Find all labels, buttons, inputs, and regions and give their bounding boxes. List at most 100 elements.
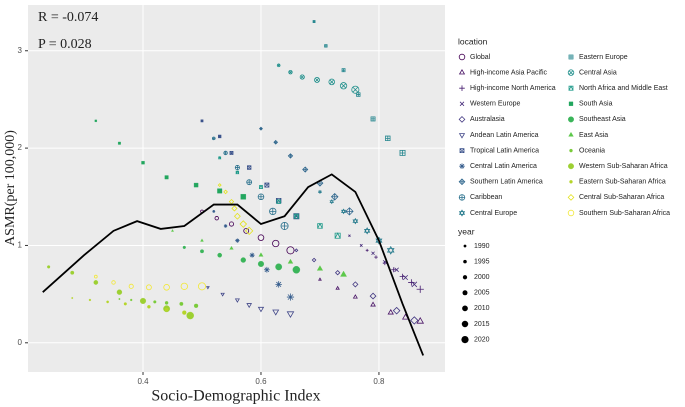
data-point: [93, 280, 99, 285]
data-point: [164, 175, 169, 180]
data-point: [218, 155, 222, 160]
data-point: [130, 298, 133, 302]
data-point: [234, 298, 240, 303]
data-point: [229, 245, 234, 250]
data-point: [348, 234, 351, 237]
data-point: [220, 292, 225, 297]
data-point: [387, 308, 394, 315]
legend-label: Western Europe: [470, 101, 521, 108]
data-point: [118, 141, 121, 145]
data-point: [106, 300, 109, 304]
legend-label: Australasia: [470, 116, 505, 123]
legend-label: Central Sub-Saharan Africa: [579, 194, 664, 201]
data-point: [123, 302, 127, 306]
legend-symbol: [568, 163, 574, 170]
size-legend-symbol: [462, 290, 468, 296]
legend-label: Southern Latin America: [470, 179, 543, 186]
data-point: [116, 289, 123, 295]
data-point: [275, 281, 282, 288]
legend-label: Central Asia: [579, 69, 617, 76]
data-point: [257, 260, 264, 267]
legend-label: Caribbean: [470, 194, 502, 201]
legend-symbol: [459, 101, 465, 107]
data-point: [235, 238, 240, 243]
data-point: [316, 265, 324, 271]
data-point: [312, 20, 316, 23]
data-point: [118, 298, 121, 300]
data-point: [182, 310, 187, 315]
data-point: [229, 151, 234, 155]
data-point: [329, 199, 334, 205]
data-point: [258, 252, 264, 257]
data-point: [249, 252, 255, 258]
data-point: [287, 153, 294, 159]
data-point: [318, 277, 322, 281]
legend-symbol: [459, 85, 465, 91]
size-legend-symbol: [461, 335, 469, 344]
y-axis-label: ASMR(per 100,000): [3, 130, 18, 246]
data-point: [386, 245, 395, 255]
data-point: [200, 249, 204, 254]
data-point: [47, 265, 51, 269]
data-point: [402, 274, 409, 281]
data-point: [264, 266, 270, 273]
data-point: [240, 257, 246, 263]
size-legend-symbol: [462, 275, 468, 280]
size-legend-label: 2010: [474, 305, 490, 312]
legend-label: Southeast Asia: [579, 116, 626, 123]
legend-label: Andean Latin America: [470, 132, 539, 139]
data-point: [264, 182, 270, 188]
legend-symbol: [458, 133, 466, 139]
data-point: [286, 311, 295, 318]
legend-label: Global: [470, 54, 491, 61]
data-point: [246, 179, 253, 186]
data-point: [410, 316, 419, 325]
data-point: [182, 245, 186, 249]
data-point: [272, 239, 280, 248]
data-point: [193, 182, 199, 188]
data-point: [335, 285, 340, 290]
data-point: [180, 282, 188, 290]
data-point: [339, 82, 348, 90]
data-point: [292, 266, 301, 274]
legend-symbol: [569, 148, 573, 153]
data-point: [356, 92, 361, 97]
data-point: [269, 207, 277, 215]
data-point: [392, 306, 401, 315]
data-point: [218, 134, 222, 139]
size-legend-label: 2000: [474, 274, 490, 281]
data-point: [408, 279, 415, 286]
data-point: [186, 311, 194, 320]
x-tick-label: 0.8: [373, 377, 385, 386]
data-point: [153, 300, 157, 304]
data-point: [223, 189, 228, 195]
size-legend-label: 2005: [474, 290, 490, 297]
data-point: [363, 227, 371, 235]
data-point: [371, 251, 375, 256]
data-point: [391, 267, 397, 273]
legend-label: High-income Asia Pacific: [470, 69, 548, 76]
legend-symbol: [458, 53, 466, 61]
data-point: [147, 305, 151, 309]
data-point: [280, 221, 289, 230]
legend-title: location: [458, 36, 488, 46]
data-point: [94, 274, 98, 279]
data-point: [273, 139, 279, 145]
data-point: [247, 165, 252, 170]
data-point: [314, 77, 320, 83]
legend-label: High-income North America: [470, 85, 556, 92]
data-point: [217, 252, 222, 258]
data-point: [223, 150, 228, 156]
legend-symbol: [459, 163, 465, 169]
size-legend-symbol: [462, 305, 468, 312]
legend-label: Eastern Europe: [579, 54, 628, 61]
y-tick-label: 1: [18, 241, 23, 250]
size-legend-symbol: [463, 244, 467, 248]
data-point: [259, 126, 263, 131]
data-point: [179, 301, 184, 306]
data-point: [359, 243, 363, 247]
data-point: [374, 255, 378, 259]
data-point: [394, 267, 399, 273]
size-legend-label: 2020: [474, 336, 490, 343]
data-point: [287, 258, 294, 264]
